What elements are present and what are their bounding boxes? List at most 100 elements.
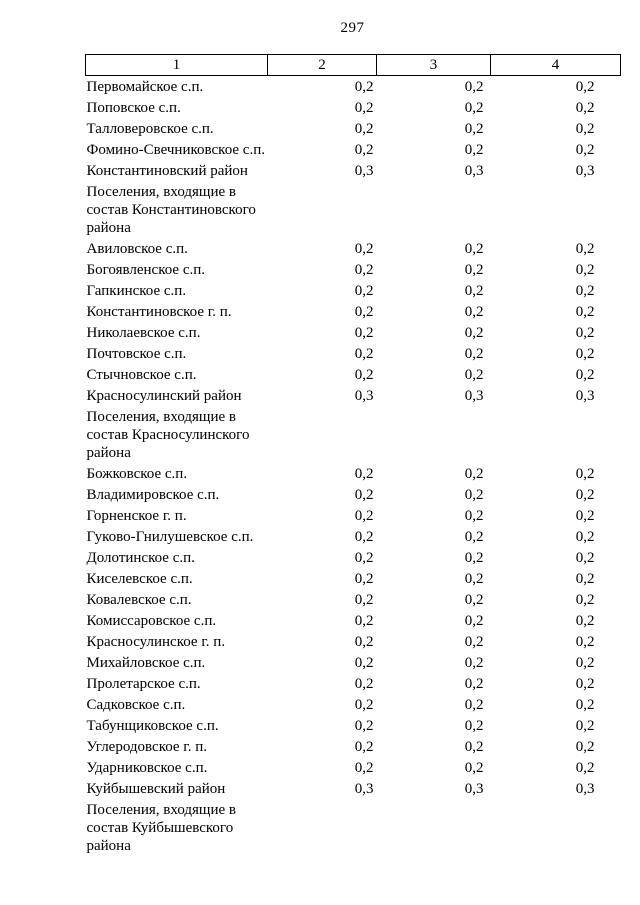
row-value xyxy=(491,406,621,463)
table-row: Ковалевское с.п. 0,2 0,2 0,2 xyxy=(86,589,621,610)
row-value: 0,3 xyxy=(354,163,374,179)
row-value: 0,2 xyxy=(575,79,595,95)
table-row: Комиссаровское с.п. 0,2 0,2 0,2 xyxy=(86,610,621,631)
row-value: 0,2 xyxy=(575,760,595,776)
column-header: 4 xyxy=(490,54,621,76)
row-value: 0,3 xyxy=(354,388,374,404)
row-label: Поселения, входящие в состав Куйбышевско… xyxy=(86,802,236,854)
column-header: 1 xyxy=(85,54,268,76)
row-value: 0,2 xyxy=(354,487,374,503)
row-value xyxy=(377,181,491,238)
row-label: Божковское с.п. xyxy=(86,466,188,482)
row-label: Николаевское с.п. xyxy=(86,325,201,341)
row-value: 0,2 xyxy=(354,739,374,755)
row-value: 0,2 xyxy=(575,739,595,755)
row-value: 0,2 xyxy=(464,241,484,257)
table-row: Углеродовское г. п. 0,2 0,2 0,2 xyxy=(86,736,621,757)
row-label: Михайловское с.п. xyxy=(86,655,206,671)
table-row: Красносулинский район 0,3 0,3 0,3 xyxy=(86,385,621,406)
table-row: Красносулинское г. п. 0,2 0,2 0,2 xyxy=(86,631,621,652)
table-row: Константиновское г. п. 0,2 0,2 0,2 xyxy=(86,301,621,322)
row-value: 0,2 xyxy=(354,121,374,137)
column-header: 2 xyxy=(267,54,377,76)
row-value xyxy=(268,799,377,856)
row-value: 0,2 xyxy=(464,367,484,383)
row-value: 0,2 xyxy=(575,676,595,692)
row-value: 0,2 xyxy=(464,283,484,299)
table-row: Садковское с.п. 0,2 0,2 0,2 xyxy=(86,694,621,715)
table-row: Авиловское с.п. 0,2 0,2 0,2 xyxy=(86,238,621,259)
row-value: 0,2 xyxy=(354,571,374,587)
row-value: 0,2 xyxy=(575,487,595,503)
row-value: 0,2 xyxy=(575,634,595,650)
table-section-row: Поселения, входящие в состав Куйбышевско… xyxy=(86,799,621,856)
row-label: Гуково-Гнилушевское с.п. xyxy=(86,529,254,545)
row-label: Куйбышевский район xyxy=(86,781,226,797)
row-label: Авиловское с.п. xyxy=(86,241,188,257)
page-number: 297 xyxy=(340,20,365,36)
row-value: 0,2 xyxy=(354,283,374,299)
row-value: 0,2 xyxy=(464,508,484,524)
row-value: 0,2 xyxy=(354,142,374,158)
row-label: Горненское г. п. xyxy=(86,508,187,524)
row-value: 0,2 xyxy=(464,634,484,650)
row-value: 0,2 xyxy=(354,100,374,116)
row-value: 0,2 xyxy=(464,325,484,341)
row-value: 0,2 xyxy=(575,304,595,320)
row-value: 0,2 xyxy=(464,592,484,608)
row-value: 0,2 xyxy=(354,613,374,629)
row-value: 0,2 xyxy=(575,508,595,524)
row-value: 0,2 xyxy=(575,550,595,566)
table-row: Табунщиковское с.п. 0,2 0,2 0,2 xyxy=(86,715,621,736)
row-value: 0,2 xyxy=(354,760,374,776)
table-row: Горненское г. п. 0,2 0,2 0,2 xyxy=(86,505,621,526)
row-value: 0,2 xyxy=(575,655,595,671)
row-value: 0,2 xyxy=(464,613,484,629)
row-label: Почтовское с.п. xyxy=(86,346,187,362)
row-value: 0,2 xyxy=(464,676,484,692)
row-label: Константиновский район xyxy=(86,163,248,179)
column-header: 3 xyxy=(376,54,491,76)
table-row: Поповское с.п. 0,2 0,2 0,2 xyxy=(86,97,621,118)
row-label: Красносулинский район xyxy=(86,388,242,404)
row-value: 0,3 xyxy=(464,163,484,179)
table-row: Божковское с.п. 0,2 0,2 0,2 xyxy=(86,463,621,484)
row-value: 0,3 xyxy=(575,781,595,797)
row-value: 0,2 xyxy=(464,466,484,482)
row-label: Углеродовское г. п. xyxy=(86,739,208,755)
table-row: Стычновское с.п. 0,2 0,2 0,2 xyxy=(86,364,621,385)
row-label: Пролетарское с.п. xyxy=(86,676,201,692)
row-value: 0,2 xyxy=(354,676,374,692)
row-value: 0,2 xyxy=(575,466,595,482)
row-value xyxy=(377,406,491,463)
table-row: Михайловское с.п. 0,2 0,2 0,2 xyxy=(86,652,621,673)
row-label: Ударниковское с.п. xyxy=(86,760,208,776)
table-row: Богоявленское с.п. 0,2 0,2 0,2 xyxy=(86,259,621,280)
row-value: 0,3 xyxy=(575,388,595,404)
table-section-row: Поселения, входящие в состав Константино… xyxy=(86,181,621,238)
table-row: Гуково-Гнилушевское с.п. 0,2 0,2 0,2 xyxy=(86,526,621,547)
table-section-row: Поселения, входящие в состав Красносулин… xyxy=(86,406,621,463)
row-value: 0,2 xyxy=(464,100,484,116)
row-value: 0,2 xyxy=(575,346,595,362)
row-label: Гапкинское с.п. xyxy=(86,283,187,299)
row-value: 0,3 xyxy=(575,163,595,179)
row-value: 0,2 xyxy=(464,760,484,776)
table-row: Первомайское с.п. 0,2 0,2 0,2 xyxy=(86,76,621,98)
row-label: Комиссаровское с.п. xyxy=(86,613,217,629)
row-value: 0,2 xyxy=(575,283,595,299)
row-label: Владимировское с.п. xyxy=(86,487,220,503)
row-label: Фомино-Свечниковское с.п. xyxy=(86,142,265,158)
table-row: Константиновский район 0,3 0,3 0,3 xyxy=(86,160,621,181)
row-value: 0,2 xyxy=(354,346,374,362)
row-label: Табунщиковское с.п. xyxy=(86,718,219,734)
row-label: Долотинское с.п. xyxy=(86,550,195,566)
row-value: 0,2 xyxy=(575,592,595,608)
row-value: 0,2 xyxy=(575,697,595,713)
table-row: Николаевское с.п. 0,2 0,2 0,2 xyxy=(86,322,621,343)
row-value: 0,2 xyxy=(354,262,374,278)
row-value xyxy=(377,799,491,856)
row-value: 0,2 xyxy=(575,241,595,257)
